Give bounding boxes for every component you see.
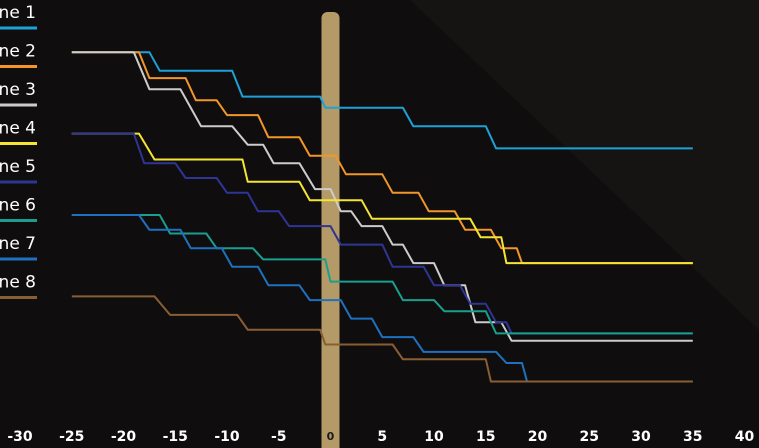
series-line-1 bbox=[71, 51, 693, 150]
highlight-band bbox=[321, 12, 340, 448]
series-line-3 bbox=[71, 51, 693, 342]
x-tick-label: 35 bbox=[683, 429, 702, 445]
legend-label: Line 8 bbox=[0, 273, 36, 293]
x-tick-label: -30 bbox=[7, 429, 33, 445]
legend-label: Line 2 bbox=[0, 42, 36, 62]
x-tick-label: 5 bbox=[377, 429, 387, 445]
series-line-5 bbox=[71, 132, 693, 335]
x-tick-label: -10 bbox=[214, 429, 240, 445]
series-line-2 bbox=[71, 51, 693, 265]
x-tick-label: 0 bbox=[327, 430, 335, 443]
legend-label: Line 4 bbox=[0, 119, 36, 139]
legend: Line 1 Line 2 Line 3 Line 4 Line 5 Line 6 Line… bbox=[0, 3, 37, 299]
series-line-6 bbox=[71, 214, 693, 335]
x-tick-label: 20 bbox=[528, 429, 548, 445]
series-line-7 bbox=[71, 214, 693, 383]
x-axis-ticks: -30 -25 -20 -15 -10 -5 0 5 10 15 20 25 30 35 40 bbox=[7, 429, 754, 445]
x-tick-label: 25 bbox=[580, 429, 599, 445]
series-line-8 bbox=[71, 295, 693, 383]
watermark bbox=[410, 0, 759, 330]
x-tick-label: 10 bbox=[424, 429, 444, 445]
x-tick-label: -25 bbox=[59, 429, 84, 445]
series-line-4 bbox=[71, 132, 693, 265]
legend-label: Line 3 bbox=[0, 80, 36, 100]
x-tick-label: 30 bbox=[631, 429, 651, 445]
legend-label: Line 1 bbox=[0, 3, 36, 23]
x-tick-label: -15 bbox=[163, 429, 188, 445]
x-tick-label: 15 bbox=[476, 429, 495, 445]
x-tick-label: -20 bbox=[111, 429, 137, 445]
x-tick-label: 40 bbox=[735, 429, 755, 445]
legend-label: Line 5 bbox=[0, 157, 36, 177]
legend-label: Line 6 bbox=[0, 196, 36, 216]
series-lines bbox=[71, 51, 693, 383]
x-tick-label: -5 bbox=[271, 429, 287, 445]
legend-label: Line 7 bbox=[0, 234, 36, 254]
watermark-shape bbox=[410, 0, 759, 330]
